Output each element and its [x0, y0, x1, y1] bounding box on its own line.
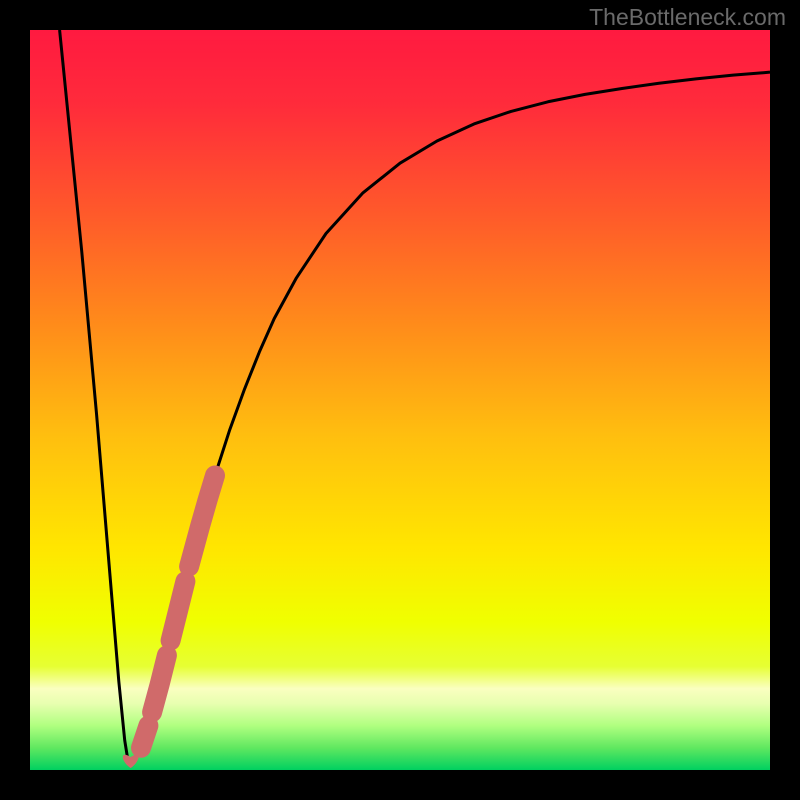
- chart-container: TheBottleneck.com: [0, 0, 800, 800]
- watermark-text: TheBottleneck.com: [589, 4, 786, 31]
- plot-area: [30, 30, 770, 770]
- highlight-segment-3: [141, 726, 148, 748]
- bottleneck-curve-chart: [0, 0, 800, 800]
